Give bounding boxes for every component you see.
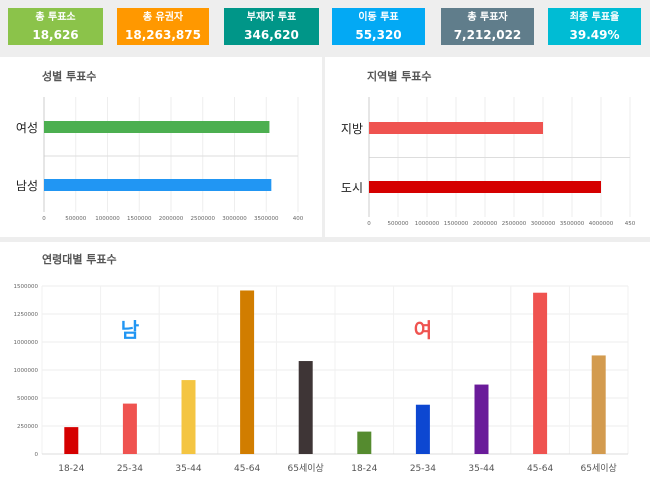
x-tick-label: 25-34 bbox=[117, 464, 143, 474]
kpi-value: 7,212,022 bbox=[453, 28, 522, 42]
tick-label: 0 bbox=[42, 216, 46, 222]
bar bbox=[591, 355, 606, 454]
tick-label: 2000000 bbox=[473, 221, 498, 227]
tick-label: 500000 bbox=[65, 216, 86, 222]
kpi-value: 55,320 bbox=[355, 28, 402, 42]
tick-label: 1500000 bbox=[127, 216, 152, 222]
bar bbox=[181, 380, 196, 454]
region-chart: 0 500000 1000000 1500000 2000000 2500000 30000… bbox=[341, 97, 636, 227]
tick-label: 400 bbox=[293, 216, 304, 222]
bar bbox=[64, 427, 79, 454]
kpi-card-polling-stations: 총 투표소 18,626 bbox=[8, 8, 103, 45]
x-tick-label: 65세이상 bbox=[288, 463, 324, 474]
tick-label: 3000000 bbox=[531, 221, 556, 227]
bar bbox=[369, 181, 601, 193]
x-tick-label: 25-34 bbox=[410, 464, 436, 474]
bar bbox=[369, 122, 543, 134]
kpi-title: 총 투표소 bbox=[35, 12, 76, 23]
y-tick-label: 1250000 bbox=[14, 312, 39, 318]
y-tick-label: 500000 bbox=[17, 396, 38, 402]
age-chart-panel: 연령대별 투표수 0 250000 500000 1000000 1000000 1250… bbox=[0, 242, 650, 486]
bar bbox=[474, 384, 489, 454]
bar bbox=[415, 404, 430, 454]
kpi-title: 총 유권자 bbox=[142, 12, 184, 23]
bar bbox=[122, 403, 137, 454]
tick-label: 3500000 bbox=[560, 221, 585, 227]
y-tick-label: 1000000 bbox=[14, 340, 39, 346]
category-label: 여성 bbox=[16, 121, 38, 135]
tick-label: 1500000 bbox=[444, 221, 469, 227]
x-tick-label: 45-64 bbox=[527, 464, 553, 474]
y-tick-label: 250000 bbox=[17, 424, 38, 430]
gender-chart: 0 500000 1000000 1500000 2000000 2500000 30000… bbox=[16, 97, 304, 222]
kpi-value: 18,263,875 bbox=[125, 28, 201, 42]
age-chart-title: 연령대별 투표수 bbox=[42, 253, 117, 266]
category-label: 지방 bbox=[341, 122, 363, 136]
kpi-card-turnout-count: 총 투표자 7,212,022 bbox=[441, 8, 534, 45]
tick-label: 3500000 bbox=[254, 216, 279, 222]
kpi-title: 부재자 투표 bbox=[246, 12, 297, 23]
category-label: 남성 bbox=[16, 179, 38, 193]
tick-label: 2000000 bbox=[159, 216, 184, 222]
tick-label: 2500000 bbox=[502, 221, 527, 227]
bar bbox=[357, 431, 372, 454]
kpi-card-absentee: 부재자 투표 346,620 bbox=[224, 8, 319, 45]
region-chart-title: 지역별 투표수 bbox=[367, 70, 432, 83]
bar bbox=[240, 290, 255, 454]
group-annotation: 여 bbox=[414, 318, 432, 342]
tick-label: 1000000 bbox=[95, 216, 120, 222]
group-annotation: 남 bbox=[121, 318, 140, 342]
x-tick-label: 65세이상 bbox=[581, 463, 617, 474]
category-label: 도시 bbox=[341, 181, 363, 195]
x-tick-label: 18-24 bbox=[351, 464, 377, 474]
bar bbox=[44, 179, 272, 191]
kpi-title: 이동 투표 bbox=[358, 12, 399, 23]
y-tick-label: 1500000 bbox=[14, 284, 39, 290]
kpi-card-voters: 총 유권자 18,263,875 bbox=[117, 8, 209, 45]
x-tick-label: 45-64 bbox=[234, 464, 260, 474]
tick-label: 0 bbox=[367, 221, 371, 227]
gender-chart-title: 성별 투표수 bbox=[42, 70, 97, 83]
bar bbox=[298, 361, 313, 454]
region-chart-panel: 지역별 투표수 0 500000 1000000 1500000 2000000 2500… bbox=[325, 57, 650, 237]
tick-label: 450 bbox=[625, 221, 636, 227]
y-tick-label: 0 bbox=[35, 452, 39, 458]
kpi-title: 최종 투표율 bbox=[569, 12, 620, 23]
bar bbox=[44, 121, 270, 133]
age-chart: 0 250000 500000 1000000 1000000 1250000 150000… bbox=[14, 284, 629, 474]
tick-label: 1000000 bbox=[415, 221, 440, 227]
y-tick-label: 1000000 bbox=[14, 368, 39, 374]
kpi-title: 총 투표자 bbox=[467, 12, 508, 23]
bar bbox=[533, 292, 548, 454]
x-tick-label: 18-24 bbox=[58, 464, 84, 474]
kpi-value: 39.49% bbox=[569, 28, 620, 42]
tick-label: 3000000 bbox=[222, 216, 247, 222]
kpi-value: 18,626 bbox=[32, 28, 79, 42]
kpi-card-turnout-rate: 최종 투표율 39.49% bbox=[548, 8, 641, 45]
x-tick-label: 35-44 bbox=[468, 464, 494, 474]
tick-label: 2500000 bbox=[191, 216, 216, 222]
tick-label: 4000000 bbox=[589, 221, 614, 227]
kpi-card-mobile: 이동 투표 55,320 bbox=[332, 8, 425, 45]
x-tick-label: 35-44 bbox=[175, 464, 201, 474]
gender-chart-panel: 성별 투표수 0 500000 1000000 1500000 2000000 25000… bbox=[0, 57, 322, 237]
kpi-value: 346,620 bbox=[244, 28, 299, 42]
tick-label: 500000 bbox=[388, 221, 409, 227]
